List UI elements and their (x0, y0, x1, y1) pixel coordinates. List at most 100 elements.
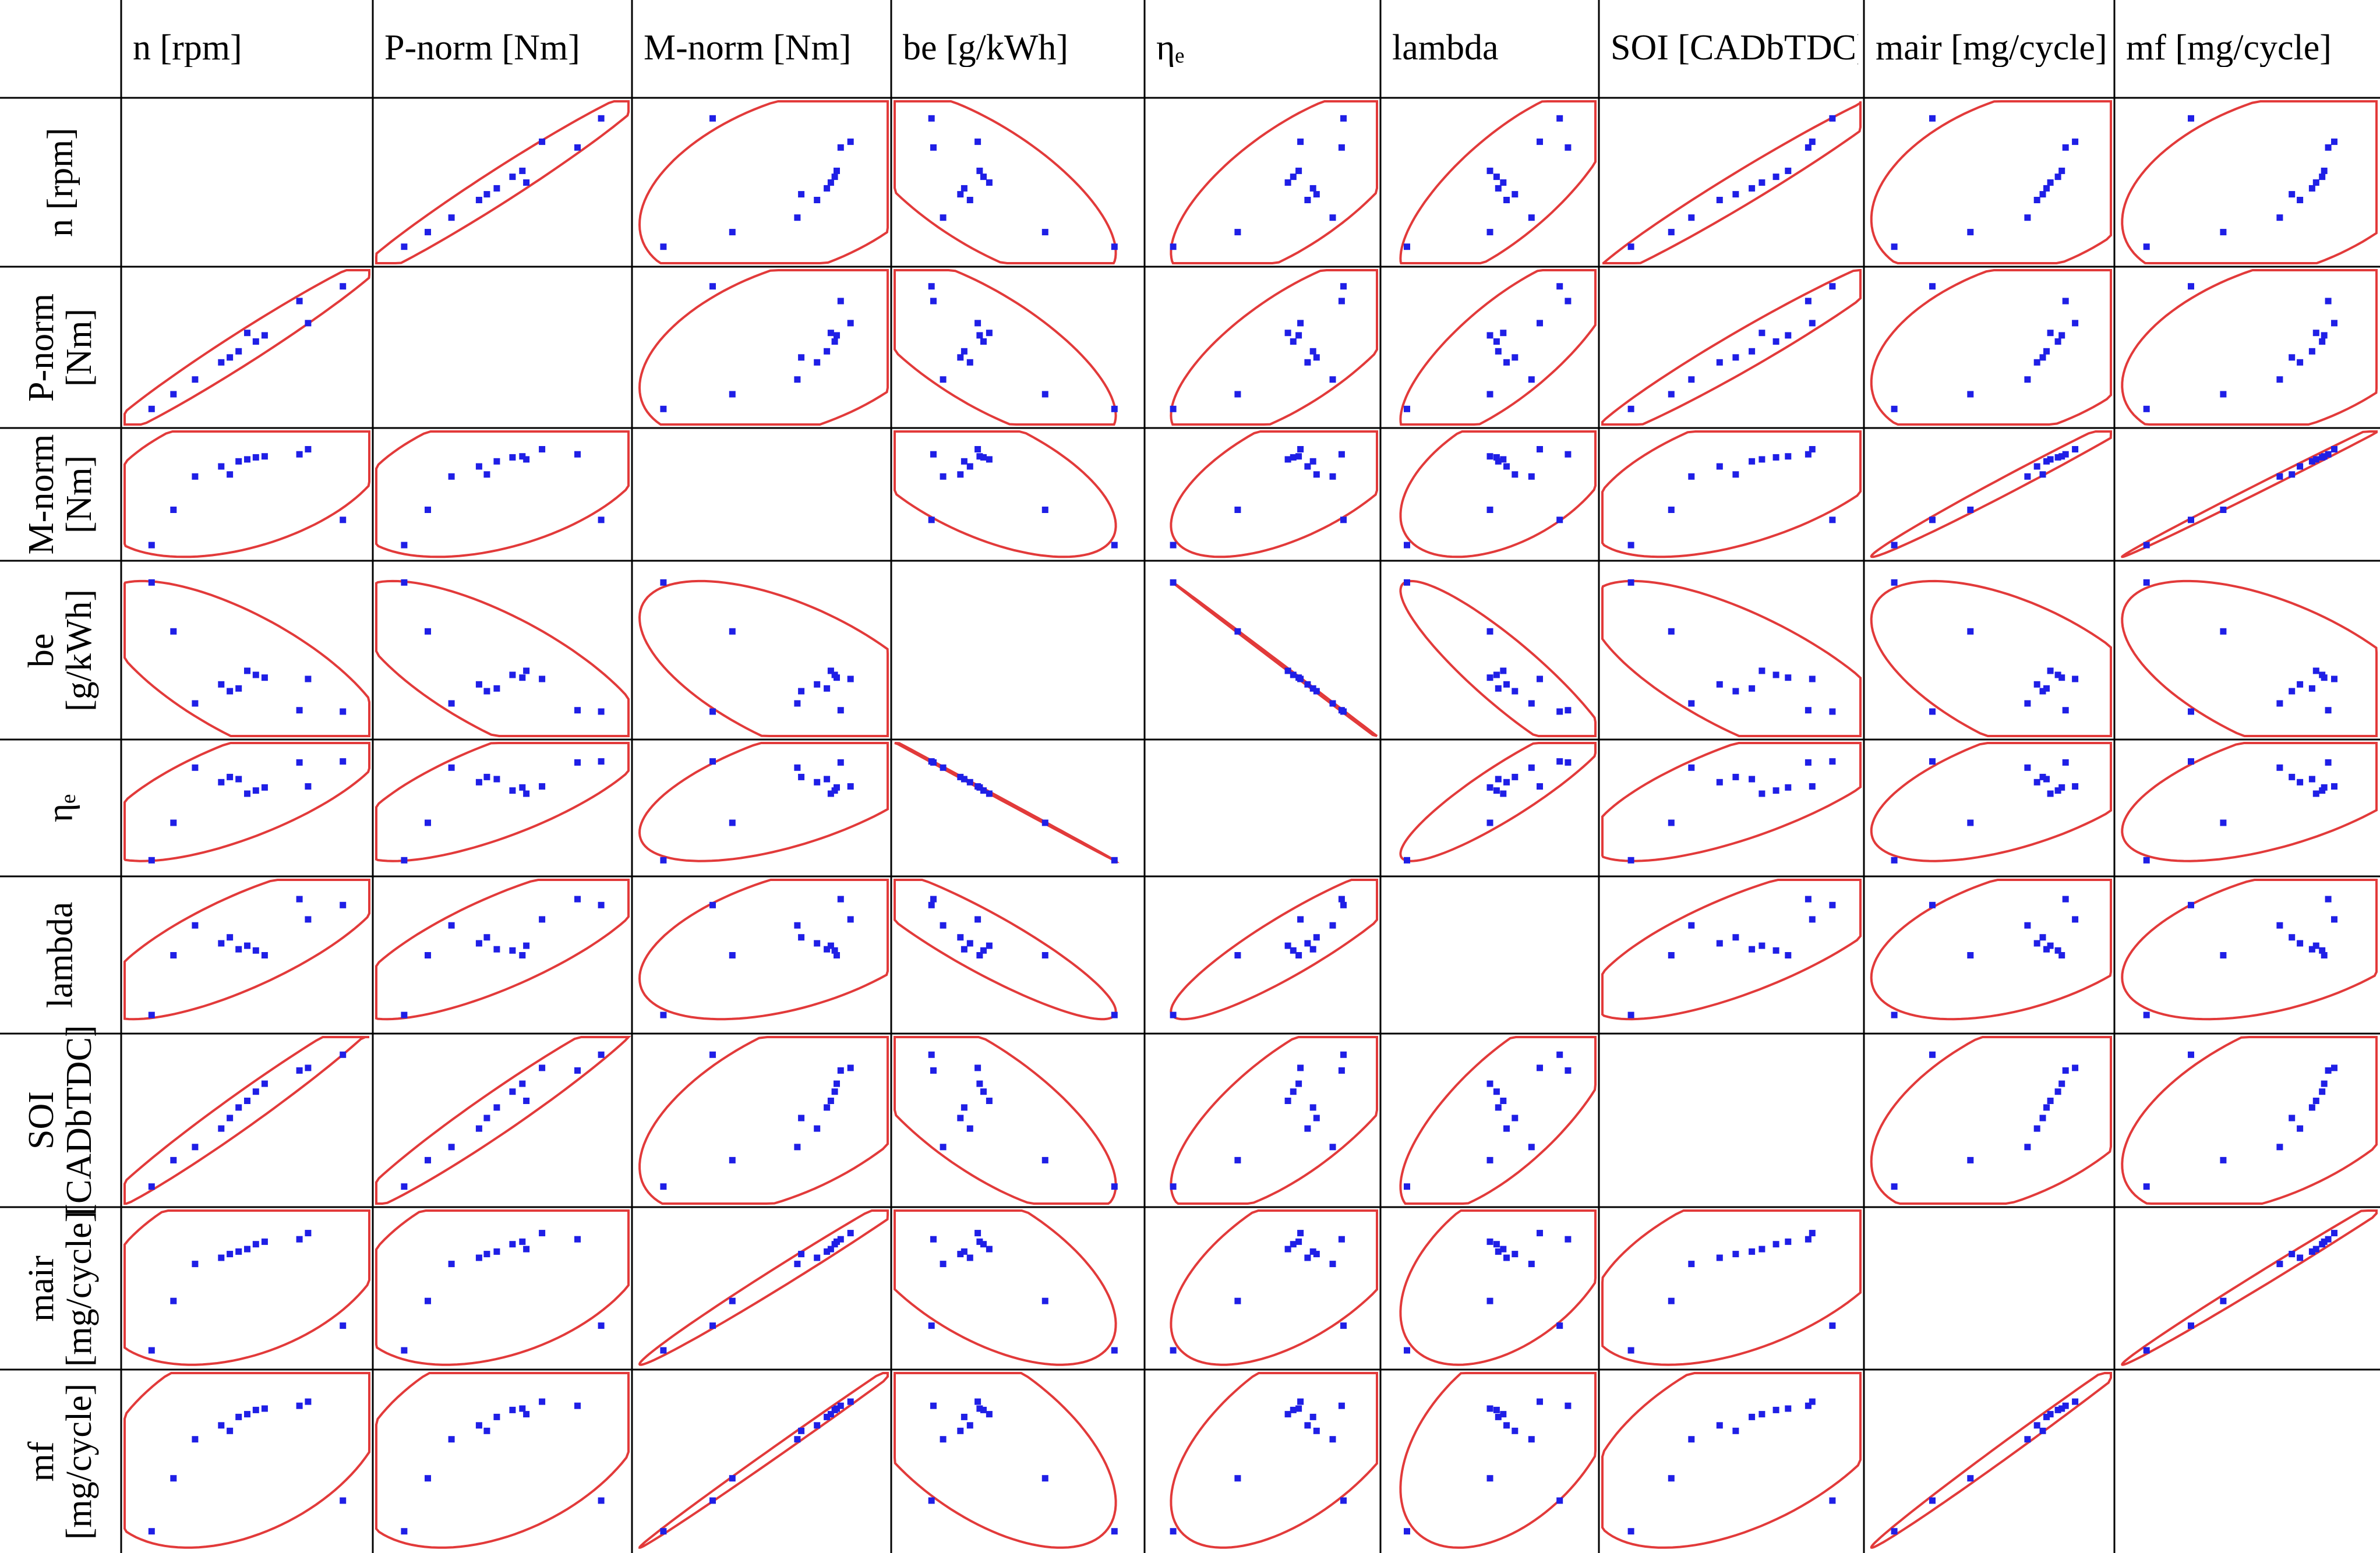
scatter-point (218, 940, 225, 947)
scatter-point (814, 940, 821, 947)
scatter-point (824, 348, 831, 355)
scatter-point (1500, 1246, 1507, 1253)
cell-mair-vs-SOI (1601, 1209, 1862, 1366)
scatter-point (930, 298, 937, 305)
scatter-point (2062, 896, 2069, 903)
scatter-point (218, 463, 225, 470)
scatter-point (2308, 946, 2315, 953)
scatter-point (957, 773, 964, 780)
scatter-point (1732, 773, 1739, 780)
scatter-point (986, 790, 993, 797)
cell-eta_e-vs-SOI (1601, 742, 1862, 864)
scatter-point (814, 197, 821, 203)
scatter-point (1295, 1405, 1302, 1412)
scatter-point (2143, 1011, 2150, 1018)
scatter-point (261, 332, 268, 339)
scatter-point (1170, 1011, 1177, 1018)
cell-n-vs-eta_e (1170, 100, 1378, 264)
scatter-point (827, 1411, 834, 1418)
scatter-point (2331, 1064, 2337, 1071)
confidence-ellipse (1601, 742, 1862, 862)
scatter-point (1809, 1230, 1816, 1237)
confidence-ellipse (375, 1036, 631, 1205)
scatter-point (1486, 819, 1493, 826)
scatter-point (1716, 359, 1723, 366)
scatter-point (1329, 376, 1336, 383)
scatter-point (2047, 1411, 2054, 1418)
scatter-point (1785, 952, 1792, 958)
scatter-point (794, 1436, 801, 1443)
scatter-point (729, 1475, 736, 1482)
scatter-point (976, 952, 983, 958)
scatter-point (980, 787, 987, 794)
scatter-point (252, 454, 259, 461)
scatter-point (218, 681, 225, 688)
scatter-point (824, 685, 831, 692)
scatter-point (1340, 1051, 1347, 1058)
scatter-point (2047, 942, 2054, 949)
scatter-point (1295, 952, 1302, 958)
scatter-point (834, 1238, 840, 1245)
confidence-ellipse (1170, 1036, 1378, 1205)
scatter-point (539, 446, 546, 452)
scatter-point (2276, 1261, 2283, 1268)
scatter-point (1313, 471, 1320, 478)
scatter-point (1329, 1144, 1336, 1151)
scatter-point (519, 674, 526, 681)
confidence-ellipse (2121, 430, 2378, 558)
scatter-point (847, 320, 854, 327)
scatter-point (2033, 779, 2040, 786)
scatter-point (824, 1413, 831, 1420)
confidence-ellipse (638, 1036, 889, 1205)
scatter-point (974, 1064, 981, 1071)
scatter-point (252, 338, 259, 345)
scatter-point (2039, 773, 2046, 780)
scatter-point (1829, 283, 1836, 290)
scatter-point (837, 896, 844, 903)
scatter-point (834, 1080, 840, 1087)
confidence-ellipse (375, 430, 630, 558)
scatter-point (475, 1254, 482, 1261)
scatter-point (192, 473, 199, 480)
scatter-point (2188, 1322, 2194, 1329)
confidence-ellipse (2121, 269, 2378, 426)
scatter-point (827, 790, 834, 797)
scatter-point (1340, 1497, 1347, 1504)
scatter-point (170, 1156, 177, 1163)
scatter-point (1495, 348, 1502, 355)
scatter-point (1805, 896, 1812, 903)
scatter-point (1493, 671, 1500, 678)
row-header-line: [Nm] (59, 308, 99, 387)
scatter-point (1556, 758, 1563, 765)
scatter-point (509, 671, 516, 678)
scatter-point (1297, 675, 1304, 682)
scatter-point (493, 776, 500, 783)
scatter-point (519, 1080, 526, 1087)
scatter-point (227, 688, 234, 695)
scatter-point (1313, 1251, 1320, 1258)
scatter-point (2058, 1080, 2065, 1087)
confidence-ellipse (1399, 430, 1597, 558)
scatter-point (1313, 354, 1320, 361)
scatter-point (831, 1088, 838, 1095)
scatter-point (1829, 708, 1836, 715)
scatter-point (170, 507, 177, 513)
scatter-point (1967, 1156, 1974, 1163)
cell-P_norm-vs-lambda (1399, 269, 1597, 426)
scatter-point (660, 243, 667, 250)
cell-n-vs-lambda (1399, 100, 1597, 264)
scatter-point (1340, 1322, 1347, 1329)
scatter-point (1486, 1238, 1493, 1245)
scatter-point (837, 1402, 844, 1409)
scatter-point (1041, 819, 1048, 826)
scatter-point (974, 446, 981, 452)
scatter-point (1627, 1347, 1634, 1354)
scatter-point (2321, 1238, 2328, 1245)
scatter-point (1284, 667, 1291, 674)
scatter-point (2033, 197, 2040, 203)
scatter-point (2312, 330, 2319, 337)
confidence-ellipse (2121, 579, 2378, 737)
scatter-point (2220, 229, 2227, 236)
scatter-point (827, 179, 834, 186)
cell-mair-vs-be (894, 1209, 1118, 1366)
